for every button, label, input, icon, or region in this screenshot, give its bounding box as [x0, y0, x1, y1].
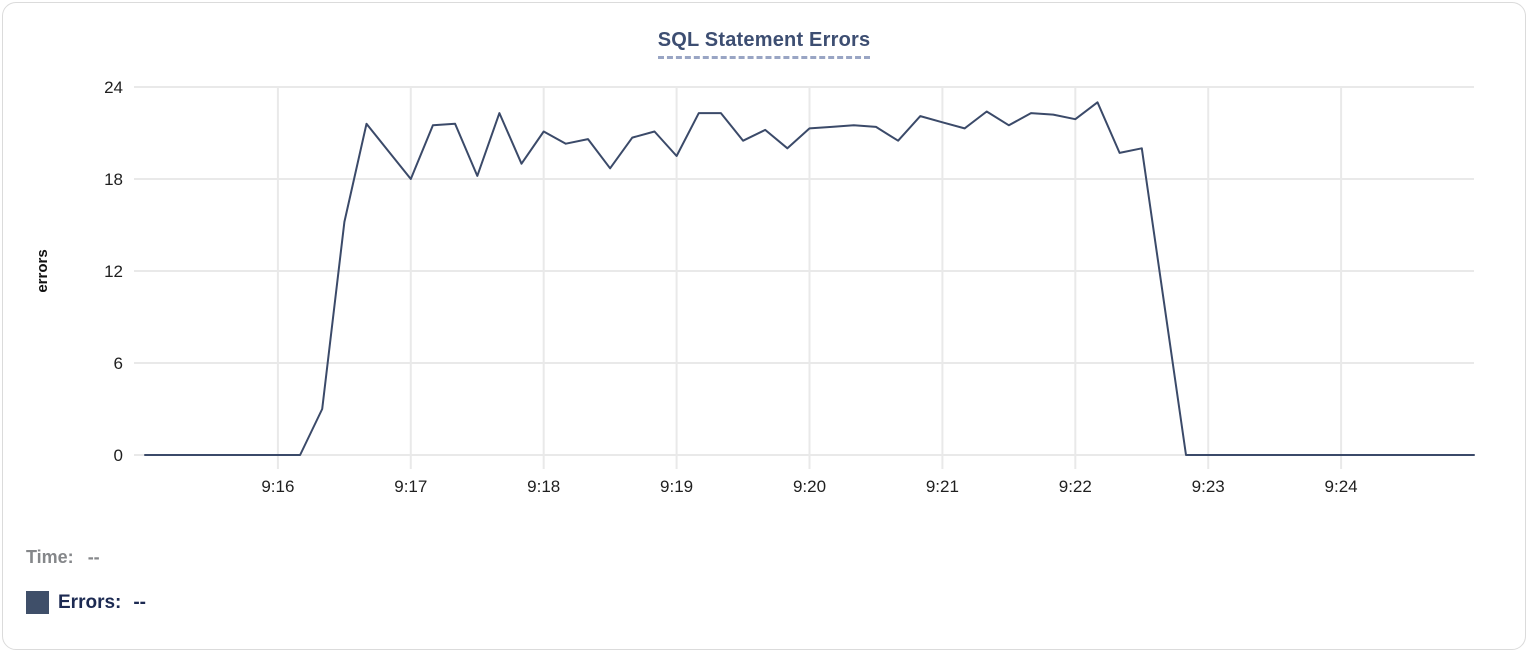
- chart-title[interactable]: SQL Statement Errors: [657, 29, 871, 59]
- errors-series-line: [144, 101, 1475, 456]
- tooltip-time-value: --: [87, 547, 100, 567]
- x-tick-label: 9:22: [1059, 477, 1092, 496]
- y-tick-label: 0: [114, 446, 123, 465]
- x-tick-label: 9:19: [660, 477, 693, 496]
- x-tick-label: 9:23: [1192, 477, 1225, 496]
- x-tick-label: 9:20: [793, 477, 826, 496]
- x-tick-label: 9:24: [1325, 477, 1358, 496]
- y-tick-label: 6: [114, 354, 123, 373]
- x-tick-label: 9:21: [926, 477, 959, 496]
- errors-line-chart[interactable]: 0 6 12 18 24 9:16 9:17 9:18 9:19 9:20 9:21 9:22 9:23…: [3, 3, 1526, 513]
- tooltip-errors-row: Errors: --: [26, 591, 146, 614]
- x-tick-label: 9:16: [261, 477, 294, 496]
- y-axis-label: errors: [34, 249, 51, 292]
- chart-header: SQL Statement Errors: [3, 29, 1525, 59]
- tooltip-errors-label: Errors:: [58, 591, 122, 613]
- tooltip-errors-value: --: [133, 591, 147, 613]
- errors-series-swatch-icon: [26, 591, 49, 614]
- x-tick-label: 9:17: [394, 477, 427, 496]
- y-tick-label: 12: [104, 262, 123, 281]
- x-tick-label: 9:18: [527, 477, 560, 496]
- tooltip-time-label: Time:: [26, 547, 74, 567]
- tooltip-time-row: Time: --: [26, 547, 100, 568]
- y-tick-label: 18: [104, 170, 123, 189]
- y-tick-label: 24: [104, 78, 123, 97]
